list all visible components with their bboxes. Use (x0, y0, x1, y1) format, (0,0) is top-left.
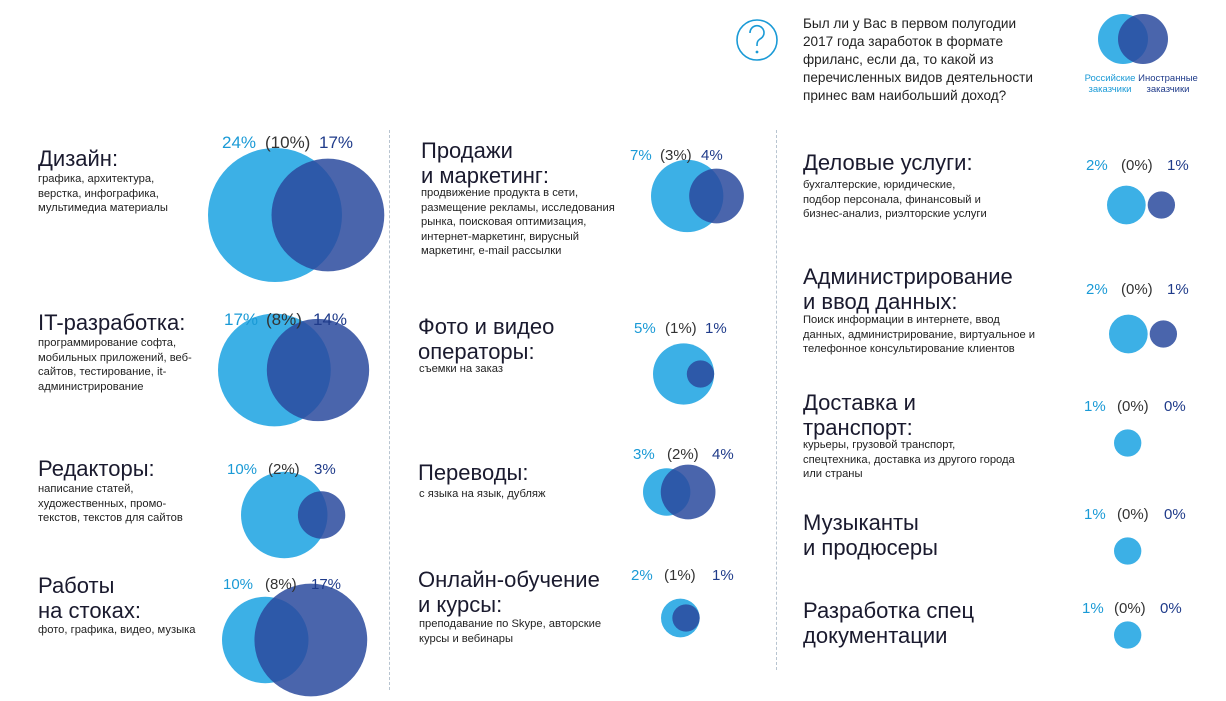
bubble-ru-docs (1114, 621, 1142, 649)
pct-both-business: (0%) (1121, 157, 1153, 174)
category-desc-translations: с языка на язык, дубляж (419, 488, 546, 500)
bubble-fo-design (271, 158, 385, 272)
pct-ru-music: 1% (1084, 506, 1106, 523)
bubble-fo-photo (686, 360, 715, 388)
pct-both-it: (8%) (266, 310, 302, 329)
pct-fo-education: 1% (712, 567, 734, 584)
category-desc-it: программирование софта, мобильных прилож… (38, 337, 192, 393)
pct-fo-design: 17% (319, 133, 354, 152)
pct-ru-education: 2% (631, 567, 653, 584)
category-title-design: Дизайн: (38, 146, 119, 171)
category-title-sales: Продажи и маркетинг: (421, 138, 550, 188)
category-desc-sales: продвижение продукта в сети, размещение … (421, 187, 615, 258)
category-title-editors: Редакторы: (38, 456, 155, 481)
bubble-fo-stock (254, 583, 368, 697)
category-desc-photo: съемки на заказ (419, 363, 503, 375)
bubble-fo-translations (660, 464, 716, 520)
bubble-fo-education (672, 604, 700, 632)
pct-both-sales: (3%) (660, 147, 692, 164)
bubble-ru-music (1114, 537, 1142, 565)
category-title-admin: Администрирование и ввод данных: (803, 264, 1013, 314)
bubble-fo-sales (689, 168, 744, 224)
pct-both-admin: (0%) (1121, 281, 1153, 298)
pct-ru-design: 24% (222, 133, 257, 152)
pct-both-delivery: (0%) (1117, 398, 1149, 415)
pct-fo-translations: 4% (712, 446, 734, 463)
bubble-fo-it (266, 318, 370, 422)
category-title-it: IT-разработка: (38, 310, 186, 335)
bubble-ru-delivery (1114, 429, 1142, 457)
pct-fo-delivery: 0% (1164, 398, 1186, 415)
bubble-fo-business (1147, 191, 1176, 219)
pct-fo-photo: 1% (705, 320, 727, 337)
pct-fo-sales: 4% (701, 147, 723, 164)
pct-both-music: (0%) (1117, 506, 1149, 523)
category-title-translations: Переводы: (418, 460, 529, 485)
pct-both-stock: (8%) (265, 576, 297, 593)
bubble-ru-editors (241, 471, 328, 559)
pct-both-education: (1%) (664, 567, 696, 584)
pct-ru-it: 17% (224, 310, 259, 329)
pct-fo-admin: 1% (1167, 281, 1189, 298)
category-title-delivery: Доставка и транспорт: (803, 390, 916, 440)
pct-fo-music: 0% (1164, 506, 1186, 523)
category-title-music: Музыканты и продюсеры (803, 510, 938, 560)
category-desc-admin: Поиск информации в интернете, ввод данны… (803, 314, 1036, 356)
category-desc-business: бухгалтерские, юридические, подбор персо… (803, 179, 987, 221)
category-title-business: Деловые услуги: (803, 150, 973, 175)
pct-both-editors: (2%) (268, 461, 300, 478)
bubble-fo-editors (297, 491, 346, 539)
pct-ru-delivery: 1% (1084, 398, 1106, 415)
column-divider-2 (776, 130, 777, 670)
pct-ru-photo: 5% (634, 320, 656, 337)
category-desc-delivery: курьеры, грузовой транспорт, спецтехника… (803, 439, 1015, 481)
bubble-ru-admin (1109, 314, 1148, 354)
pct-both-translations: (2%) (667, 446, 699, 463)
category-desc-education: преподавание по Skype, авторские курсы и… (419, 618, 602, 645)
pct-fo-it: 14% (313, 310, 348, 329)
bubble-ru-business (1107, 185, 1146, 225)
category-desc-design: графика, архитектура, верстка, инфографи… (38, 173, 168, 215)
pct-both-docs: (0%) (1114, 600, 1146, 617)
pct-both-design: (10%) (265, 133, 311, 152)
column-divider-1 (389, 130, 390, 690)
pct-fo-docs: 0% (1160, 600, 1182, 617)
pct-ru-docs: 1% (1082, 600, 1104, 617)
legend-fo-label: Иностранные заказчики (1138, 73, 1198, 95)
pct-fo-editors: 3% (314, 461, 336, 478)
pct-ru-stock: 10% (223, 576, 254, 593)
pct-ru-sales: 7% (630, 147, 652, 164)
survey-question: Был ли у Вас в первом полугодии 2017 год… (803, 16, 1033, 103)
category-title-education: Онлайн-обучение и курсы: (418, 567, 600, 617)
legend-ru-label: Российские заказчики (1084, 73, 1136, 95)
question-mark-icon (736, 19, 778, 61)
bubble-fo-admin (1149, 320, 1178, 348)
legend-venn (1098, 14, 1168, 64)
category-title-stock: Работы на стоках: (38, 573, 142, 623)
category-desc-editors: написание статей, художественных, промо-… (38, 483, 183, 525)
pct-ru-business: 2% (1086, 157, 1108, 174)
category-title-photo: Фото и видео операторы: (418, 314, 555, 364)
bubble-ru-photo (653, 343, 715, 405)
pct-fo-stock: 17% (311, 576, 342, 593)
category-title-docs: Разработка спец документации (803, 598, 975, 648)
pct-ru-admin: 2% (1086, 281, 1108, 298)
legend-fo-circle (1118, 14, 1168, 64)
pct-ru-editors: 10% (227, 461, 258, 478)
pct-fo-business: 1% (1167, 157, 1189, 174)
category-desc-stock: фото, графика, видео, музыка (38, 624, 196, 636)
pct-both-photo: (1%) (665, 320, 697, 337)
pct-ru-translations: 3% (633, 446, 655, 463)
